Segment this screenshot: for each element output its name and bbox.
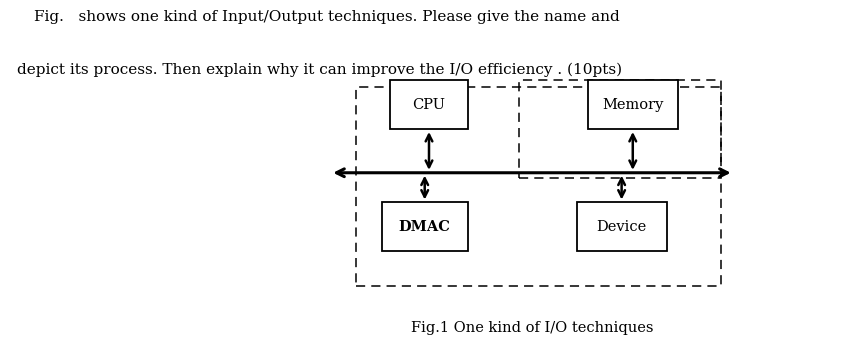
Text: Memory: Memory [602, 98, 663, 112]
Bar [390, 80, 468, 129]
Bar [577, 202, 667, 251]
Bar [356, 87, 721, 286]
Bar [588, 80, 678, 129]
Text: Device: Device [596, 220, 647, 234]
Bar [519, 80, 721, 178]
Bar [382, 202, 468, 251]
Text: CPU: CPU [413, 98, 445, 112]
Text: Fig.   shows one kind of Input/Output techniques. Please give the name and: Fig. shows one kind of Input/Output tech… [34, 10, 620, 24]
Text: Fig.1 One kind of I/O techniques: Fig.1 One kind of I/O techniques [411, 321, 653, 335]
Text: depict its process. Then explain why it can improve the I/O efficiency . (10pts): depict its process. Then explain why it … [17, 63, 622, 77]
Text: DMAC: DMAC [399, 220, 450, 234]
